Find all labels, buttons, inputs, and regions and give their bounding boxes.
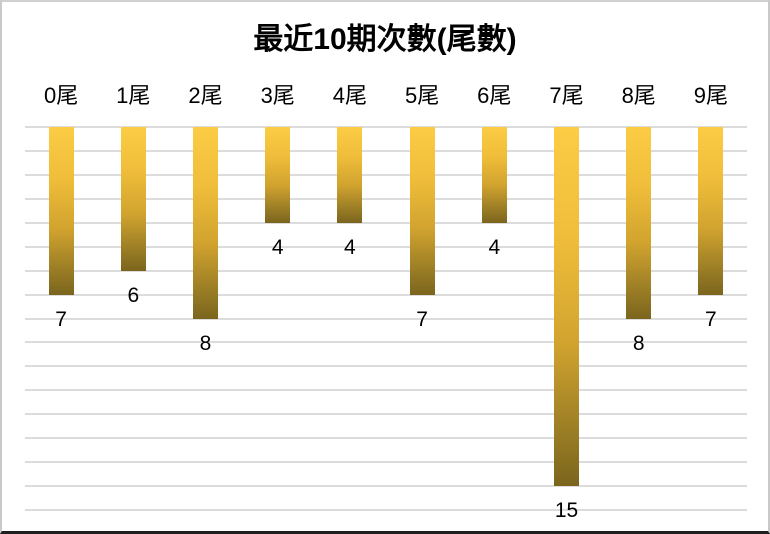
category-label-4: 4尾 (332, 83, 368, 108)
gridline (25, 269, 747, 272)
gridline (25, 197, 747, 200)
value-label-9尾: 7 (705, 307, 717, 331)
value-label-6尾: 4 (488, 235, 501, 259)
value-label-2尾: 8 (199, 331, 212, 355)
bar-7尾 (554, 127, 579, 487)
bar-9尾 (698, 127, 724, 295)
gridline (25, 341, 747, 344)
value-label-1尾: 6 (127, 283, 140, 307)
gridline (25, 149, 747, 152)
value-label-4尾: 4 (344, 235, 356, 259)
value-label-8尾: 8 (632, 331, 645, 355)
category-label-8: 8尾 (621, 83, 656, 108)
plot-area: 7 6 8 4 4 7 4 15 8 7 (25, 126, 747, 522)
gridline (25, 365, 747, 368)
bar-8尾 (626, 127, 652, 319)
value-label-7尾: 15 (554, 499, 579, 523)
value-label-0尾: 7 (55, 307, 67, 331)
category-axis: 0尾 1尾 2尾 3尾 4尾 5尾 6尾 7尾 8尾 9尾 (25, 78, 747, 110)
gridline (25, 293, 747, 296)
category-label-6: 6尾 (477, 83, 512, 108)
bar-1尾 (120, 127, 146, 271)
category-label-9: 9尾 (693, 83, 729, 108)
category-label-2: 2尾 (188, 83, 223, 108)
bar-0尾 (48, 127, 74, 295)
gridline (25, 437, 747, 440)
value-label-5尾: 7 (416, 307, 428, 331)
chart-title: 最近10期次數(尾數) (253, 23, 517, 56)
gridline (25, 317, 747, 320)
gridline (25, 389, 747, 392)
bar-3尾 (265, 127, 291, 223)
gridline (25, 413, 747, 416)
gridline (25, 509, 747, 511)
bar-4尾 (337, 127, 363, 223)
category-label-5: 5尾 (404, 83, 440, 108)
category-label-1: 1尾 (116, 83, 151, 108)
gridline (25, 173, 747, 176)
category-label-0: 0尾 (43, 83, 79, 108)
bar-6尾 (481, 127, 507, 223)
value-label-3尾: 4 (271, 235, 284, 259)
category-label-7: 7尾 (549, 83, 584, 108)
gridline (25, 485, 747, 488)
bar-5尾 (409, 127, 435, 295)
gridline (25, 461, 747, 464)
category-label-3: 3尾 (260, 83, 295, 108)
gridline (25, 126, 747, 128)
gridline (25, 245, 747, 248)
bar-2尾 (193, 127, 218, 319)
gridline (25, 221, 747, 224)
